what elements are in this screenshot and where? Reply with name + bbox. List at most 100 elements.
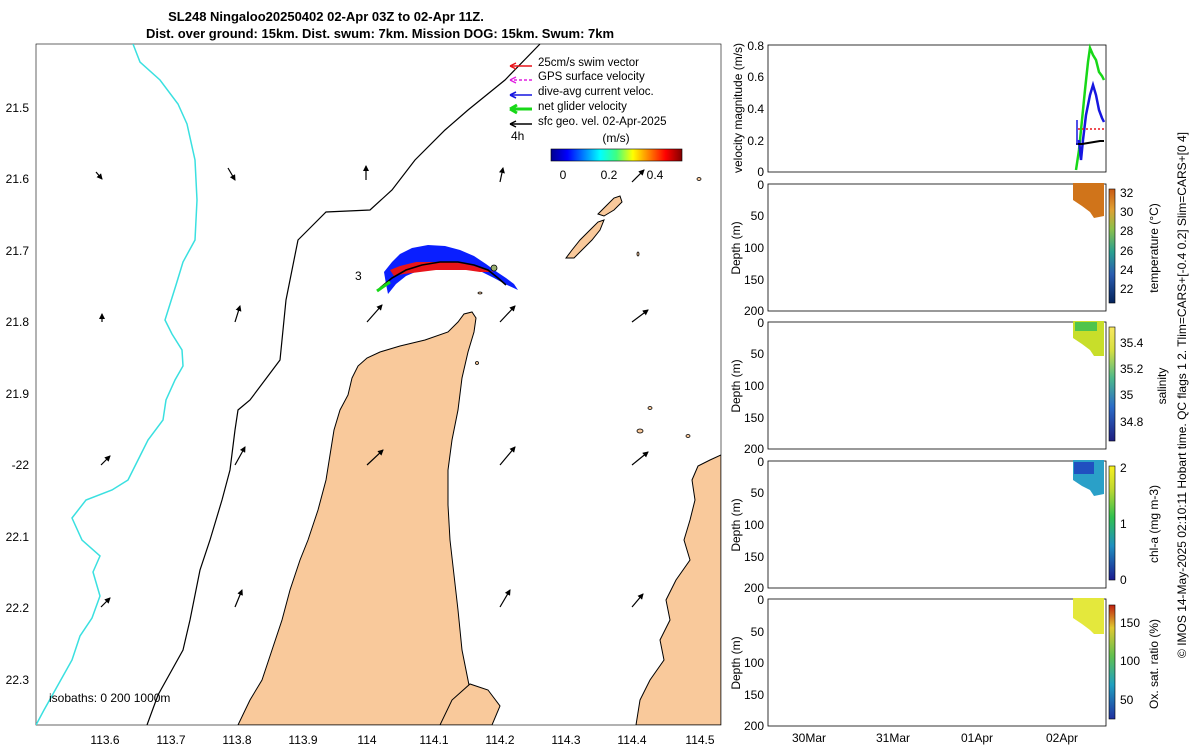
isobaths-label: isobaths: 0 200 1000m — [49, 691, 170, 705]
temp-cbar-tick: 28 — [1120, 224, 1134, 238]
sal-cbar-tick: 34.8 — [1120, 415, 1144, 429]
geo-arrow — [499, 589, 511, 608]
lon-tick: 113.8 — [222, 733, 251, 747]
colorbar-tick: 0 — [560, 168, 567, 182]
isobath-cyan — [36, 44, 198, 725]
sal-cbar-tick: 35.2 — [1120, 362, 1144, 376]
islet — [647, 406, 653, 410]
date-tick: 30Mar — [792, 731, 826, 745]
geo-arrow — [499, 305, 516, 323]
depth-tick: 100 — [744, 379, 764, 393]
geo-arrow — [100, 597, 111, 608]
geo-arrow — [631, 169, 645, 183]
lat-tick: 21.5 — [6, 101, 30, 115]
lon-tick: 113.7 — [156, 733, 185, 747]
legend-label: GPS surface velocity — [538, 71, 645, 83]
geo-arrow — [95, 171, 103, 180]
temp-cbar-tick: 24 — [1120, 263, 1134, 277]
depth-tick: 50 — [751, 347, 765, 361]
depth-label: Depth (m) — [729, 221, 743, 274]
colorbar-tick: 0.2 — [601, 168, 618, 182]
vel-ytick: 0.6 — [747, 70, 764, 84]
depth-tick: 150 — [744, 550, 764, 564]
temperature-section — [1073, 183, 1104, 218]
geo-arrow — [234, 446, 246, 466]
legend-item-swim-vector: 25cm/s swim vector — [509, 57, 639, 70]
lon-tick: 113.9 — [288, 733, 317, 747]
salinity-surface-band — [1075, 322, 1097, 331]
geo-arrow — [499, 446, 516, 466]
oxygen-section — [1073, 598, 1104, 634]
geo-arrow — [227, 167, 236, 181]
lat-tick: 22.1 — [6, 530, 30, 544]
temperature-panel: 0 50 100 150 200 Depth (m) 32 30 28 26 2… — [729, 178, 1161, 318]
depth-tick: 200 — [744, 719, 764, 733]
lat-tick: 22.3 — [6, 673, 30, 687]
depth-tick: 50 — [751, 486, 765, 500]
depth-tick: 200 — [744, 581, 764, 595]
legend-item-dive-avg-current: dive-avg current veloc. — [509, 86, 654, 99]
lon-tick: 113.6 — [90, 733, 119, 747]
geo-arrow — [234, 305, 242, 323]
colorbar-tick: 0.4 — [647, 168, 664, 182]
islet — [475, 361, 479, 365]
temperature-label: temperature (°C) — [1147, 203, 1161, 293]
sfc-geo-velocity-arrows — [95, 165, 649, 608]
islet — [477, 291, 483, 295]
track-start-label: 3 — [355, 269, 362, 283]
vel-ytick: 0 — [757, 165, 764, 179]
depth-tick: 0 — [757, 593, 764, 607]
lat-tick: -22 — [12, 458, 30, 472]
chla-surface-band — [1074, 462, 1094, 474]
sal-cbar-tick: 35.4 — [1120, 336, 1144, 350]
depth-tick: 50 — [751, 625, 765, 639]
depth-label: Depth (m) — [729, 498, 743, 551]
oxygen-label: Ox. sat. ratio (%) — [1147, 619, 1161, 709]
current-velocity-series — [1077, 80, 1106, 161]
islet — [636, 251, 640, 257]
depth-tick: 200 — [744, 442, 764, 456]
islet — [696, 177, 702, 181]
title-line-2: Dist. over ground: 15km. Dist. swum: 7km… — [146, 26, 614, 41]
oxy-cbar-tick: 50 — [1120, 693, 1134, 707]
depth-tick: 100 — [744, 241, 764, 255]
lon-tick: 114.2 — [485, 733, 514, 747]
geo-arrow — [631, 451, 649, 466]
depth-label: Depth (m) — [729, 359, 743, 412]
temp-cbar-tick: 32 — [1120, 186, 1134, 200]
salinity-label: salinity — [1155, 368, 1169, 405]
net-glider-track — [379, 261, 507, 289]
salinity-panel: 0 50 100 150 200 Depth (m) 35.4 35.2 35 … — [729, 316, 1169, 456]
dive-avg-current-vectors — [384, 245, 518, 294]
lat-tick: 21.6 — [6, 172, 30, 186]
islet — [636, 428, 644, 434]
depth-tick: 200 — [744, 304, 764, 318]
lat-tick: 21.7 — [6, 244, 30, 258]
islet — [685, 434, 691, 438]
chla-cbar-tick: 1 — [1120, 517, 1127, 531]
vel-ytick: 0.2 — [747, 134, 764, 148]
geo-arrow — [631, 593, 644, 608]
depth-tick: 0 — [757, 316, 764, 330]
date-tick: 01Apr — [961, 731, 993, 745]
temp-cbar-tick: 22 — [1120, 282, 1134, 296]
lat-tick: 21.9 — [6, 387, 30, 401]
land-island-2 — [597, 195, 623, 217]
oxygen-colorbar — [1108, 604, 1116, 720]
geo-arrow — [234, 589, 243, 608]
glider-track — [376, 245, 518, 294]
temp-cbar-tick: 30 — [1120, 205, 1134, 219]
lat-axis: 21.5 21.6 21.7 21.8 21.9 -22 22.1 22.2 2… — [6, 101, 30, 687]
lon-tick: 114.3 — [551, 733, 580, 747]
velocity-panel: 0.8 0.6 0.4 0.2 0 velocity magnitude (m/… — [731, 39, 1107, 179]
geo-velocity-series — [1076, 140, 1104, 145]
geo-arrow — [499, 167, 505, 183]
title-line-1: SL248 Ningaloo20250402 02-Apr 03Z to 02-… — [168, 9, 484, 24]
date-tick: 31Mar — [876, 731, 910, 745]
legend-item-net-glider-velocity: net glider velocity — [509, 101, 627, 115]
geo-arrow — [631, 309, 649, 323]
depth-tick: 100 — [744, 518, 764, 532]
legend-label: 25cm/s swim vector — [538, 57, 639, 69]
sal-cbar-tick: 35 — [1120, 388, 1134, 402]
